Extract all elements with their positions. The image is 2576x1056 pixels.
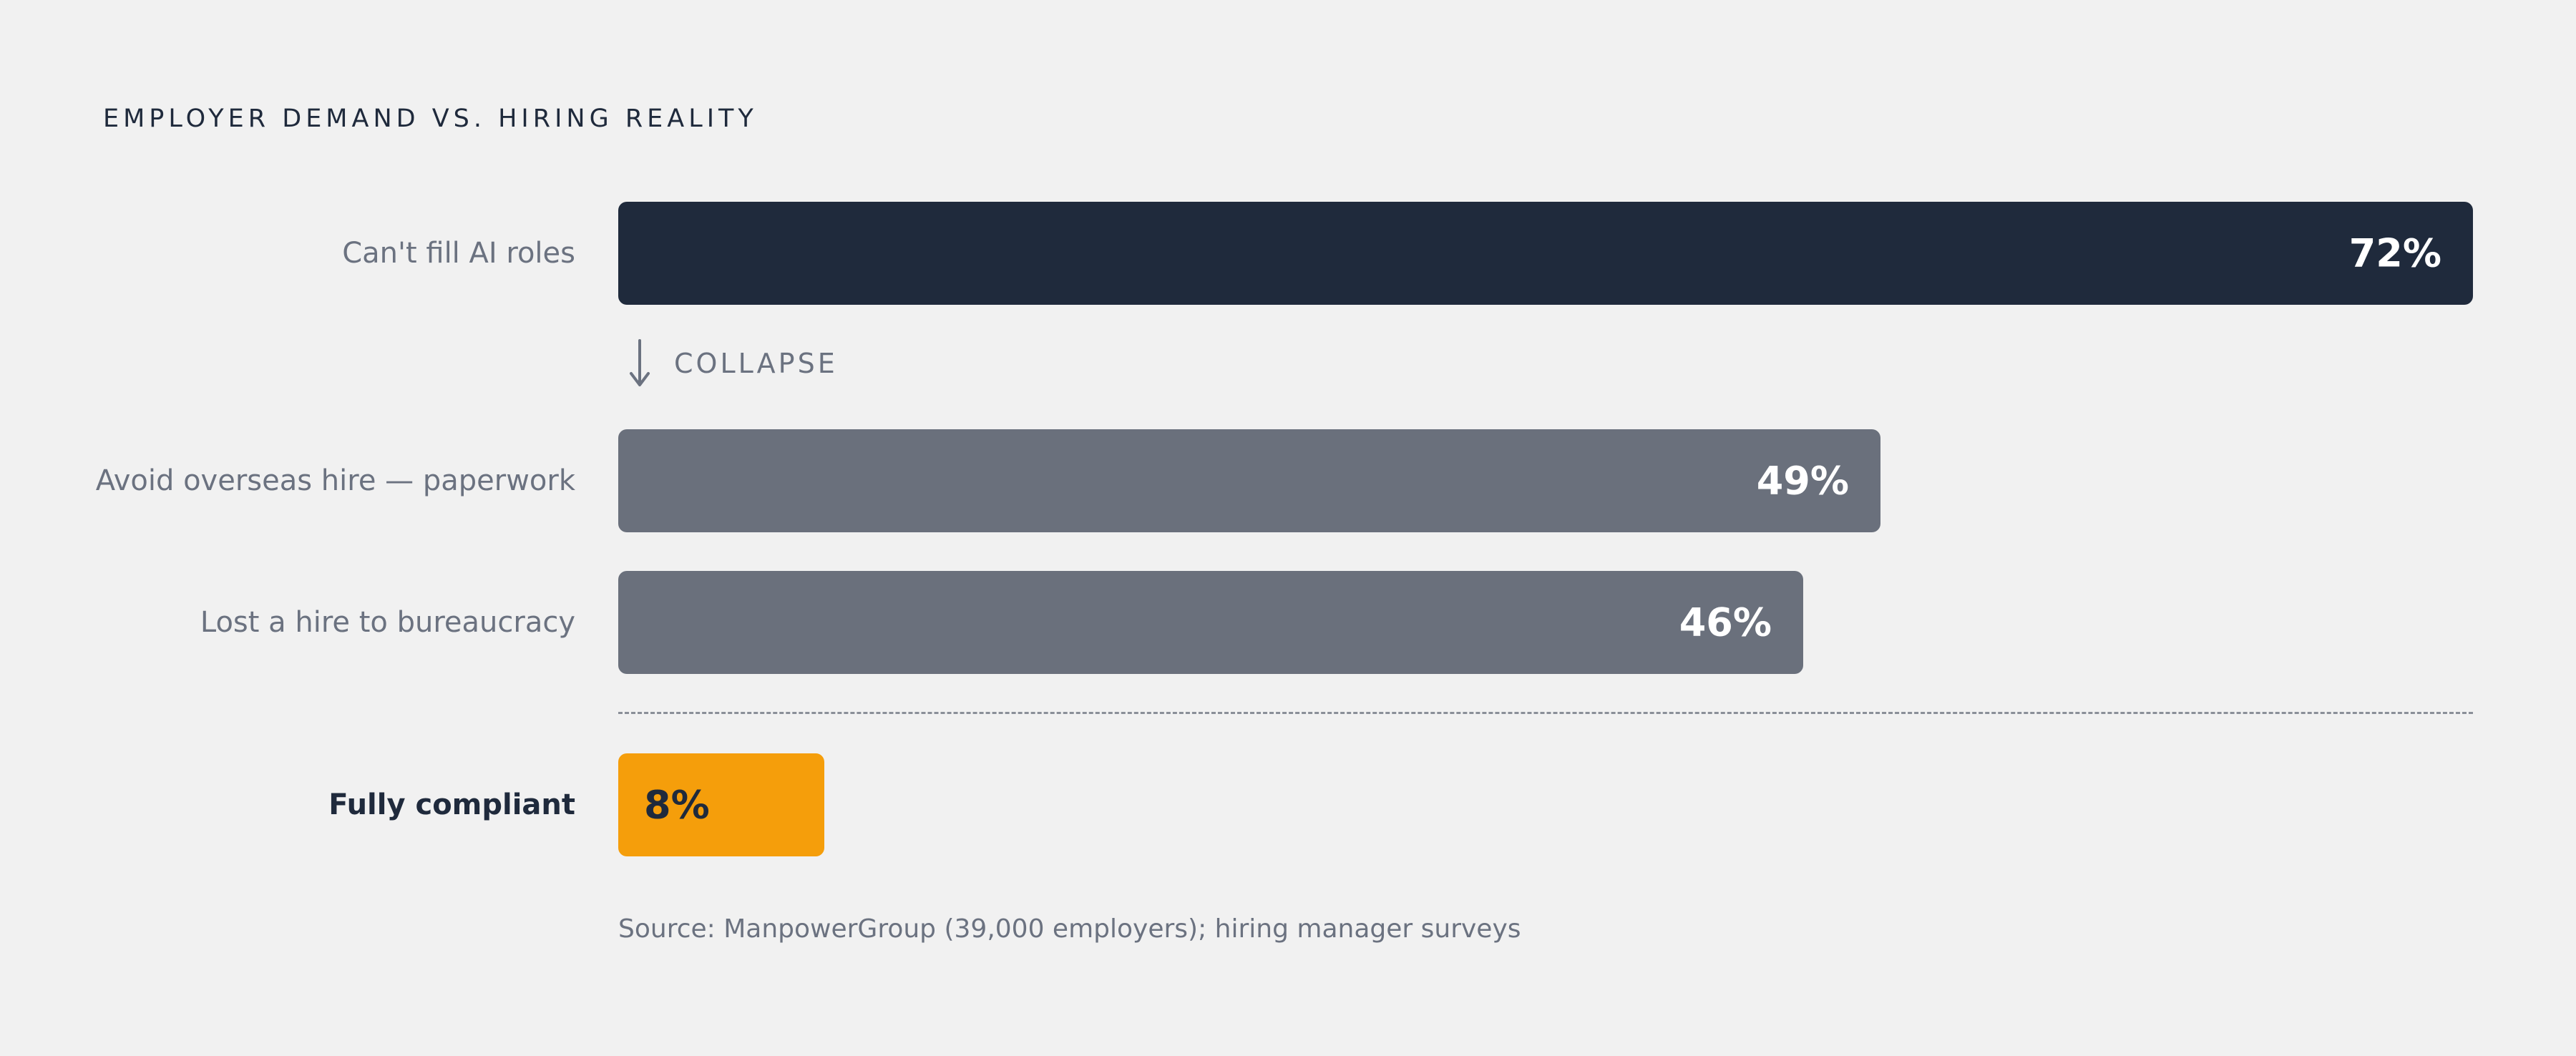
compliance-divider	[618, 712, 2473, 714]
category-label: Lost a hire to bureaucracy	[200, 606, 575, 639]
bar: 72%	[618, 202, 2473, 305]
bar-value-label: 46%	[1679, 600, 1772, 645]
bar: 8%	[618, 753, 824, 856]
category-label: Avoid overseas hire — paperwork	[95, 464, 575, 497]
chart-title: EMPLOYER DEMAND VS. HIRING REALITY	[103, 104, 758, 133]
category-label: Fully compliant	[328, 788, 575, 821]
bar: 49%	[618, 429, 1880, 532]
collapse-annotation: COLLAPSE	[627, 338, 838, 389]
collapse-label: COLLAPSE	[674, 348, 838, 379]
bar-value-label: 72%	[2348, 230, 2441, 276]
bar-value-label: 49%	[1756, 458, 1849, 504]
source-note: Source: ManpowerGroup (39,000 employers)…	[618, 914, 1521, 944]
bar: 46%	[618, 571, 1803, 674]
category-label: Can't fill AI roles	[342, 237, 575, 270]
arrow-down-icon	[630, 339, 650, 386]
bar-value-label: 8%	[644, 782, 710, 828]
